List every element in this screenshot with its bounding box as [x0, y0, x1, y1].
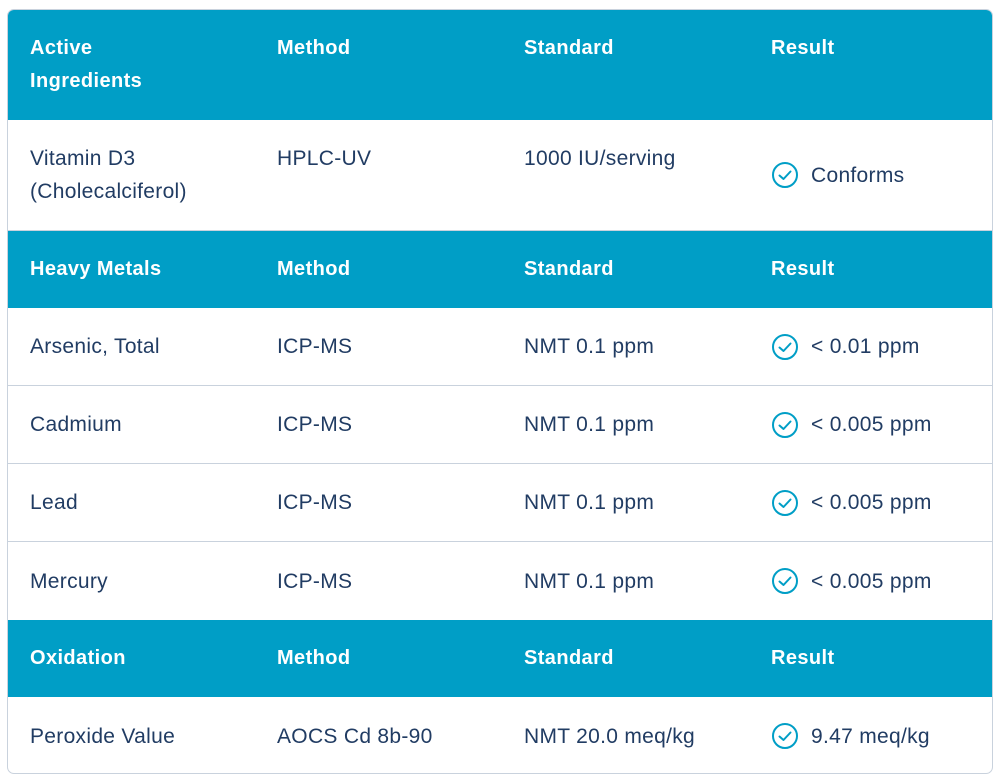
result-value: Conforms — [749, 120, 992, 230]
test-results-table: Active Ingredients Method Standard Resul… — [7, 9, 993, 774]
table-header-oxidation: Oxidation Method Standard Result — [8, 620, 992, 697]
header-category: Oxidation — [30, 647, 126, 669]
method-value: ICP-MS — [277, 335, 353, 358]
header-category: Active Ingredients — [30, 37, 143, 92]
table-row: Lead ICP-MS NMT 0.1 ppm < 0.005 ppm — [8, 464, 992, 542]
result-value: < 0.005 ppm — [749, 464, 992, 541]
header-standard: Standard — [524, 37, 614, 59]
table-row: Peroxide Value AOCS Cd 8b-90 NMT 20.0 me… — [8, 697, 992, 773]
header-result: Result — [771, 647, 835, 669]
header-method: Method — [277, 258, 351, 280]
table-row: Cadmium ICP-MS NMT 0.1 ppm < 0.005 ppm — [8, 386, 992, 464]
header-result: Result — [771, 258, 835, 280]
check-circle-icon — [772, 162, 798, 188]
standard-value: NMT 0.1 ppm — [524, 335, 655, 358]
analyte-name: Arsenic, Total — [30, 335, 160, 358]
header-method: Method — [277, 647, 351, 669]
table-row: Arsenic, Total ICP-MS NMT 0.1 ppm < 0.01… — [8, 308, 992, 386]
check-circle-icon — [772, 568, 798, 594]
check-circle-icon — [772, 489, 798, 516]
result-value: 9.47 meq/kg — [749, 697, 992, 773]
analyte-name: Peroxide Value — [30, 724, 176, 748]
method-value: AOCS Cd 8b-90 — [277, 724, 433, 748]
header-result: Result — [771, 37, 835, 59]
standard-value: NMT 0.1 ppm — [524, 413, 655, 436]
check-circle-icon — [772, 723, 798, 749]
table-header-active-ingredients: Active Ingredients Method Standard Resul… — [8, 10, 992, 120]
analyte-name: Vitamin D3 (Cholecalciferol) — [30, 147, 187, 203]
result-value: < 0.005 ppm — [749, 542, 992, 620]
analyte-name: Cadmium — [30, 413, 122, 436]
header-standard: Standard — [524, 647, 614, 669]
table-row: Mercury ICP-MS NMT 0.1 ppm < 0.005 ppm — [8, 542, 992, 620]
check-circle-icon — [772, 411, 798, 438]
header-category: Heavy Metals — [30, 258, 162, 280]
header-method: Method — [277, 37, 351, 59]
result-value: < 0.01 ppm — [749, 308, 992, 385]
result-value: < 0.005 ppm — [749, 386, 992, 463]
standard-value: 1000 IU/serving — [524, 147, 676, 170]
method-value: ICP-MS — [277, 491, 353, 514]
method-value: HPLC-UV — [277, 147, 372, 170]
method-value: ICP-MS — [277, 413, 353, 436]
method-value: ICP-MS — [277, 569, 353, 593]
table-row: Vitamin D3 (Cholecalciferol) HPLC-UV 100… — [8, 120, 992, 231]
standard-value: NMT 20.0 meq/kg — [524, 724, 696, 748]
analyte-name: Lead — [30, 491, 78, 514]
analyte-name: Mercury — [30, 569, 108, 593]
standard-value: NMT 0.1 ppm — [524, 569, 655, 593]
header-standard: Standard — [524, 258, 614, 280]
check-circle-icon — [772, 333, 798, 360]
standard-value: NMT 0.1 ppm — [524, 491, 655, 514]
table-header-heavy-metals: Heavy Metals Method Standard Result — [8, 231, 992, 308]
